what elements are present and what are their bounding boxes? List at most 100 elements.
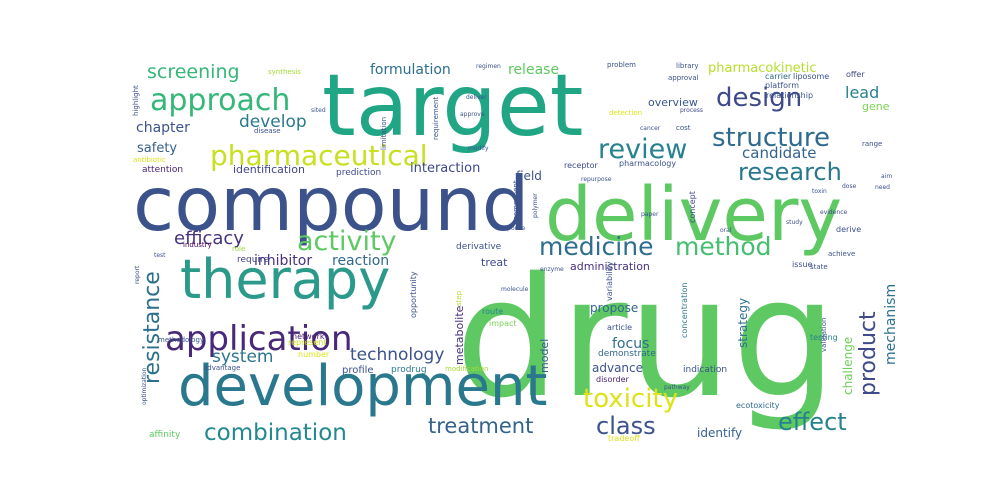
- word-platform: platform: [765, 81, 799, 90]
- word-aim: aim: [881, 173, 892, 180]
- word-study: study: [786, 219, 803, 226]
- word-focus: focus: [612, 336, 649, 352]
- word-range: range: [862, 140, 882, 148]
- word-chapter: chapter: [136, 120, 190, 136]
- word-challenge: challenge: [841, 337, 855, 395]
- word-inhibitor: inhibitor: [254, 253, 312, 269]
- word-paper: paper: [641, 211, 659, 218]
- word-pharmaceutical: pharmaceutical: [210, 139, 428, 172]
- word-identify: identify: [697, 426, 742, 440]
- word-compound: compound: [133, 160, 529, 248]
- word-treat: treat: [481, 256, 508, 269]
- word-concept: concept: [688, 191, 697, 223]
- word-efficacy: efficacy: [174, 228, 244, 249]
- word-detection: detection: [609, 109, 642, 117]
- word-molecule: molecule: [501, 286, 529, 293]
- word-target: target: [322, 56, 584, 156]
- word-derivative: derivative: [456, 242, 502, 252]
- word-number: number: [298, 350, 330, 359]
- word-product: product: [856, 311, 881, 396]
- word-library: library: [676, 62, 699, 70]
- word-network: network: [292, 332, 325, 341]
- word-offer: offer: [846, 70, 865, 79]
- word-deliver: deliver: [466, 94, 487, 101]
- word-approve: approve: [460, 111, 485, 118]
- word-demonstrate: demonstrate: [598, 349, 656, 359]
- word-process: process: [680, 107, 703, 114]
- word-activity: activity: [297, 226, 397, 257]
- word-interaction: interaction: [410, 161, 480, 176]
- word-method: method: [675, 232, 772, 261]
- word-delivery: delivery: [545, 172, 842, 258]
- word-derive: derive: [836, 225, 861, 234]
- word-modification: modification: [445, 365, 488, 373]
- word-formulation: formulation: [370, 62, 451, 78]
- word-metabolite: metabolite: [453, 305, 466, 365]
- word-tradeoff: tradeoff: [608, 434, 640, 443]
- word-article: article: [607, 323, 632, 332]
- word-medicine: medicine: [539, 232, 653, 261]
- word-lead: lead: [845, 83, 879, 102]
- word-profile: profile: [342, 365, 374, 376]
- word-review: review: [598, 134, 687, 165]
- word-therapy: therapy: [180, 248, 390, 311]
- word-disorder: disorder: [596, 375, 630, 384]
- word-application: application: [165, 319, 353, 359]
- word-response: response: [498, 225, 526, 232]
- word-testing: testing: [810, 333, 838, 342]
- word-need: need: [875, 184, 890, 191]
- word-route: route: [482, 307, 503, 316]
- word-limitation: limitation: [380, 117, 388, 150]
- word-approach: approach: [150, 83, 290, 118]
- word-effect: effect: [778, 408, 847, 436]
- word-drug: drug: [455, 242, 837, 434]
- word-disease: disease: [254, 127, 281, 135]
- word-mechanism: mechanism: [883, 284, 899, 365]
- word-requirement: requirement: [432, 97, 440, 140]
- word-toxicity: toxicity: [583, 384, 678, 414]
- word-variability: variability: [605, 261, 614, 301]
- word-modify: modify: [468, 145, 489, 152]
- word-industry: industry: [183, 241, 212, 249]
- word-model: model: [538, 339, 551, 373]
- word-issue: issue: [792, 260, 813, 269]
- word-toxin: toxin: [812, 188, 827, 195]
- word-design: design: [716, 83, 802, 113]
- word-candidate: candidate: [742, 144, 816, 162]
- word-gene: gene: [862, 100, 890, 113]
- word-development: development: [178, 354, 547, 419]
- word-concentration: concentration: [680, 283, 689, 338]
- word-oral: oral: [720, 227, 732, 234]
- word-research: research: [738, 158, 842, 186]
- word-pathway: pathway: [664, 384, 690, 391]
- word-advance: advance: [592, 361, 643, 375]
- word-indication: indication: [683, 365, 727, 375]
- word-prediction: prediction: [336, 168, 381, 178]
- word-antibiotic: antibiotic: [133, 156, 166, 164]
- word-prodrug: prodrug: [391, 365, 427, 375]
- word-carrier: carrier: [765, 72, 792, 81]
- word-affinity: affinity: [149, 430, 181, 440]
- word-represent: represent: [288, 338, 326, 347]
- word-enzyme: enzyme: [540, 266, 564, 273]
- word-structure: structure: [712, 123, 830, 153]
- word-safety: safety: [137, 141, 177, 156]
- word-receptor: receptor: [564, 161, 598, 170]
- word-methodology: methodology: [158, 336, 204, 344]
- word-evidence: evidence: [820, 209, 848, 216]
- word-report: report: [134, 265, 141, 284]
- word-field: field: [516, 169, 542, 183]
- word-combination: combination: [204, 420, 347, 446]
- word-achieve: achieve: [828, 250, 855, 258]
- word-highlight: highlight: [132, 85, 140, 116]
- word-step: step: [455, 290, 463, 306]
- word-administration: administration: [570, 260, 650, 273]
- word-approval: approval: [668, 74, 699, 82]
- word-require: require: [237, 255, 269, 265]
- word-advantage: advantage: [203, 364, 240, 372]
- word-validation: validation: [820, 318, 828, 352]
- word-opportunity: opportunity: [409, 271, 418, 318]
- word-dose: dose: [842, 183, 857, 190]
- word-propose: propose: [590, 301, 638, 315]
